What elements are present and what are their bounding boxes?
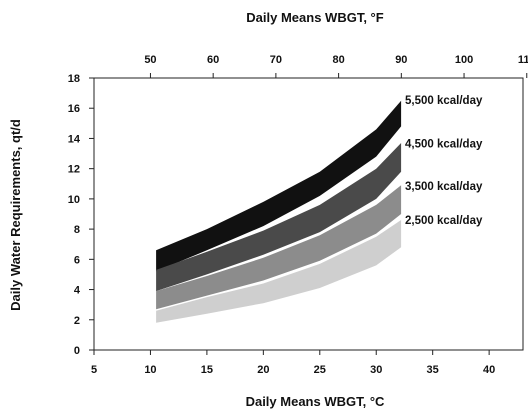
band-label-2: 4,500 kcal/day — [405, 139, 483, 151]
y-tick-label: 18 — [68, 73, 80, 85]
y-tick-label: 10 — [68, 194, 80, 206]
y-tick-label: 2 — [74, 315, 80, 327]
x2-tick-label: 80 — [332, 54, 344, 66]
y-axis-title: Daily Water Requirements, qt/d — [8, 119, 23, 311]
ticks-layer: 0 2 4 6 8 10 12 14 16 18 5 10 15 20 25 30 35 40 50 60 70 80 90… — [68, 54, 528, 376]
x2-tick-label: 100 — [455, 54, 473, 66]
x-tick-label: 25 — [314, 364, 326, 376]
x-tick-label: 30 — [370, 364, 382, 376]
x2-tick-label: 60 — [207, 54, 219, 66]
band-4 — [156, 220, 402, 323]
y-tick-label: 14 — [68, 133, 81, 145]
band-label-1: 5,500 kcal/day — [405, 95, 483, 107]
band-1 — [156, 100, 402, 272]
top-axis-title: Daily Means WBGT, °F — [246, 10, 383, 25]
x-tick-label: 10 — [144, 364, 156, 376]
band-label-3: 3,500 kcal/day — [405, 181, 483, 193]
y-tick-label: 12 — [68, 164, 80, 176]
x-tick-label: 5 — [91, 364, 97, 376]
bands-layer — [156, 100, 402, 323]
y-tick-label: 6 — [74, 254, 80, 266]
y-tick-label: 0 — [74, 345, 80, 357]
x2-tick-label: 90 — [395, 54, 407, 66]
y-tick-label: 4 — [74, 285, 81, 297]
plot-frame — [93, 77, 524, 351]
band-labels-layer: 5,500 kcal/day 4,500 kcal/day 3,500 kcal/d… — [405, 95, 483, 227]
y-tick-label: 16 — [68, 103, 80, 115]
x-tick-label: 35 — [427, 364, 439, 376]
y-tick-label: 8 — [74, 224, 80, 236]
x2-tick-label: 70 — [270, 54, 282, 66]
bottom-axis-title: Daily Means WBGT, °C — [246, 394, 385, 409]
x2-tick-label: 50 — [144, 54, 156, 66]
x-tick-label: 15 — [201, 364, 213, 376]
x-tick-label: 40 — [483, 364, 495, 376]
band-2 — [156, 143, 402, 292]
x-tick-label: 20 — [257, 364, 269, 376]
band-3 — [156, 185, 402, 310]
band-label-4: 2,500 kcal/day — [405, 215, 483, 227]
x2-tick-label: 110 — [518, 54, 528, 66]
